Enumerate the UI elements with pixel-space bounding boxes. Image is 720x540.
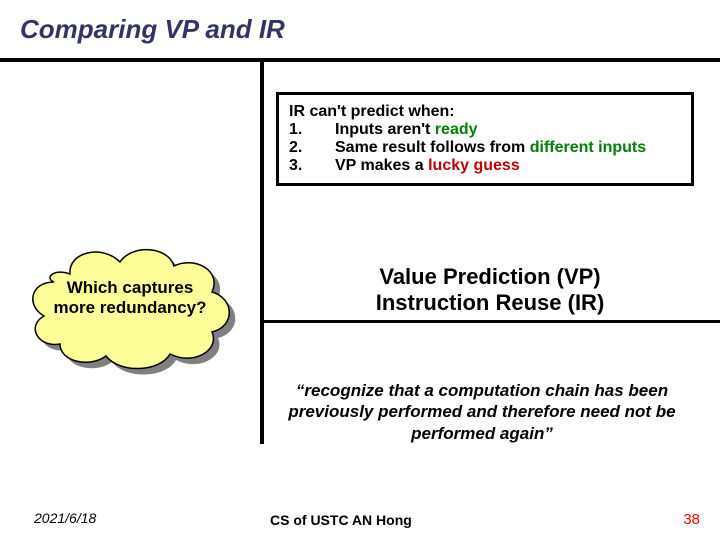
item-num: 3. <box>289 157 335 175</box>
vp-label: Value Prediction (VP) <box>300 264 680 290</box>
item-text: Inputs aren't ready <box>335 121 681 139</box>
footer-date: 2021/6/18 <box>34 510 96 526</box>
item-num: 2. <box>289 139 335 157</box>
slide: Comparing VP and IR IR can't predict whe… <box>0 0 720 540</box>
item-num: 1. <box>289 121 335 139</box>
cloud-text: Which captures more redundancy? <box>20 278 240 319</box>
title-rule <box>0 58 720 62</box>
item-text: VP makes a lucky guess <box>335 157 681 175</box>
thought-cloud: Which captures more redundancy? <box>20 226 240 376</box>
quote-text: “recognize that a computation chain has … <box>272 380 692 444</box>
vp-ir-labels: Value Prediction (VP) Instruction Reuse … <box>300 264 680 316</box>
right-rule <box>264 320 720 323</box>
ir-label: Instruction Reuse (IR) <box>300 290 680 316</box>
footer-center: CS of USTC AN Hong <box>270 512 412 528</box>
vertical-divider <box>260 62 264 444</box>
item-emph: lucky guess <box>428 157 520 174</box>
box-item-2: 2. Same result follows from different in… <box>289 139 681 157</box>
ir-cant-predict-box: IR can't predict when: 1. Inputs aren't … <box>276 92 694 186</box>
box-item-3: 3. VP makes a lucky guess <box>289 157 681 175</box>
item-text: Same result follows from different input… <box>335 139 681 157</box>
footer-pagenum: 38 <box>683 511 700 528</box>
box-list: 1. Inputs aren't ready 2. Same result fo… <box>289 121 681 175</box>
slide-title: Comparing VP and IR <box>20 14 285 45</box>
item-emph: different inputs <box>530 139 646 156</box>
box-item-1: 1. Inputs aren't ready <box>289 121 681 139</box>
item-emph: ready <box>435 121 478 138</box>
box-heading: IR can't predict when: <box>289 103 681 121</box>
